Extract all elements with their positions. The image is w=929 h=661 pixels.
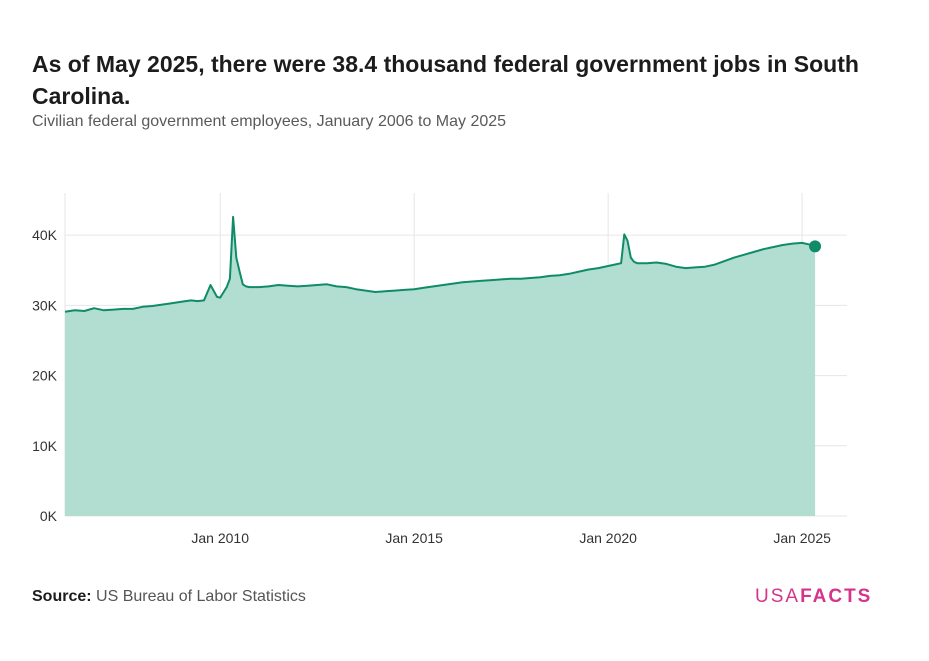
y-tick-label: 10K: [32, 438, 58, 454]
axis-layer: 0K 10K 20K 30K 40K Jan 2010 Jan 2015 Jan 2020 Ja…: [32, 227, 831, 546]
x-tick-label: Jan 2020: [579, 530, 637, 546]
chart-subtitle: Civilian federal government employees, J…: [32, 113, 507, 130]
y-tick-label: 20K: [32, 368, 58, 384]
logo-usa: USA: [755, 586, 801, 607]
series-area: [65, 216, 816, 516]
x-tick-label: Jan 2025: [773, 530, 831, 546]
source-note: Source: US Bureau of Labor Statistics: [32, 588, 306, 606]
chart-title: As of May 2025, there were 38.4 thousand…: [32, 51, 859, 109]
usafacts-logo[interactable]: USAFACTS: [755, 586, 872, 608]
area-layer: [64, 215, 822, 516]
x-tick-label: Jan 2015: [385, 530, 443, 546]
y-tick-label: 40K: [32, 227, 58, 243]
source-label: Source:: [32, 588, 92, 605]
source-text: US Bureau of Labor Statistics: [96, 588, 306, 605]
logo-facts: FACTS: [800, 586, 873, 607]
series-line: [64, 215, 816, 313]
y-tick-label: 0K: [40, 508, 58, 524]
y-tick-label: 30K: [32, 297, 58, 313]
x-tick-label: Jan 2010: [191, 530, 249, 546]
end-point-marker[interactable]: [809, 240, 822, 253]
